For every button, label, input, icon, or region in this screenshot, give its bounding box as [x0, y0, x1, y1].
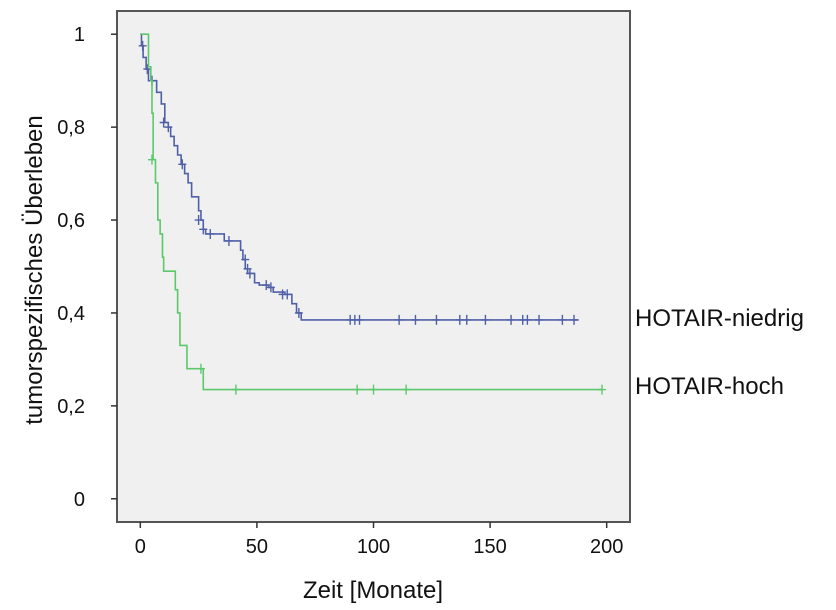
censor-mark-hotair-niedrig — [164, 122, 173, 133]
censor-mark-hotair-niedrig — [199, 224, 208, 235]
censor-mark-hotair-niedrig — [206, 228, 215, 239]
censor-mark-hotair-niedrig — [523, 314, 532, 325]
censor-mark-hotair-hoch — [598, 384, 607, 395]
censor-mark-hotair-niedrig — [462, 314, 471, 325]
censor-mark-hotair-hoch — [353, 384, 362, 395]
censor-mark-hotair-niedrig — [262, 280, 271, 291]
censor-mark-hotair-niedrig — [570, 314, 579, 325]
tick-layer: 0 50 100 150 200 0 0,2 0,4 0,6 0,8 1 — [57, 24, 623, 558]
censor-mark-hotair-niedrig — [241, 254, 250, 265]
censor-mark-hotair-niedrig — [455, 314, 464, 325]
censor-mark-hotair-niedrig — [143, 64, 152, 75]
censor-mark-hotair-niedrig — [138, 40, 147, 51]
censor-mark-hotair-niedrig — [558, 314, 567, 325]
x-tick-label: 100 — [357, 536, 390, 558]
censor-mark-hotair-hoch — [196, 363, 205, 374]
y-tick-label: 0,6 — [57, 210, 85, 232]
censor-mark-hotair-niedrig — [411, 314, 420, 325]
censor-mark-hotair-niedrig — [535, 314, 544, 325]
censor-mark-hotair-hoch — [369, 384, 378, 395]
x-tick-label: 150 — [473, 536, 506, 558]
censor-mark-hotair-niedrig — [194, 215, 203, 226]
censor-mark-hotair-niedrig — [395, 314, 404, 325]
survival-curve-hotair-hoch — [140, 33, 603, 391]
censor-mark-hotair-niedrig — [178, 159, 187, 170]
x-tick-label: 0 — [135, 536, 146, 558]
series-label-hotair-hoch: HOTAIR-hoch — [635, 373, 784, 400]
censor-mark-hotair-niedrig — [245, 268, 254, 279]
x-tick-label: 50 — [246, 536, 268, 558]
censor-mark-hotair-hoch — [231, 384, 240, 395]
censor-mark-hotair-niedrig — [294, 307, 303, 318]
x-tick-label: 200 — [590, 536, 623, 558]
plot-area — [116, 10, 631, 523]
censor-mark-hotair-niedrig — [432, 314, 441, 325]
series-label-hotair-niedrig: HOTAIR-niedrig — [635, 305, 804, 332]
censor-mark-hotair-hoch — [402, 384, 411, 395]
censor-mark-hotair-niedrig — [507, 314, 516, 325]
x-axis-title: Zeit [Monate] — [303, 577, 443, 604]
censor-mark-hotair-niedrig — [266, 282, 275, 293]
censor-mark-hotair-hoch — [147, 154, 156, 165]
censor-mark-hotair-niedrig — [283, 289, 292, 300]
censor-mark-hotair-niedrig — [355, 314, 364, 325]
plot-layer — [138, 33, 607, 395]
y-tick-label: 0,4 — [57, 303, 85, 325]
censor-mark-hotair-niedrig — [159, 117, 168, 128]
censor-mark-hotair-niedrig — [224, 235, 233, 246]
censor-mark-hotair-niedrig — [481, 314, 490, 325]
y-tick-label: 0,2 — [57, 396, 85, 418]
y-tick-label: 0 — [74, 489, 85, 511]
y-tick-label: 1 — [74, 24, 85, 46]
y-tick-label: 0,8 — [57, 117, 85, 139]
y-axis-title: tumorspezifisches Überleben — [21, 115, 48, 424]
